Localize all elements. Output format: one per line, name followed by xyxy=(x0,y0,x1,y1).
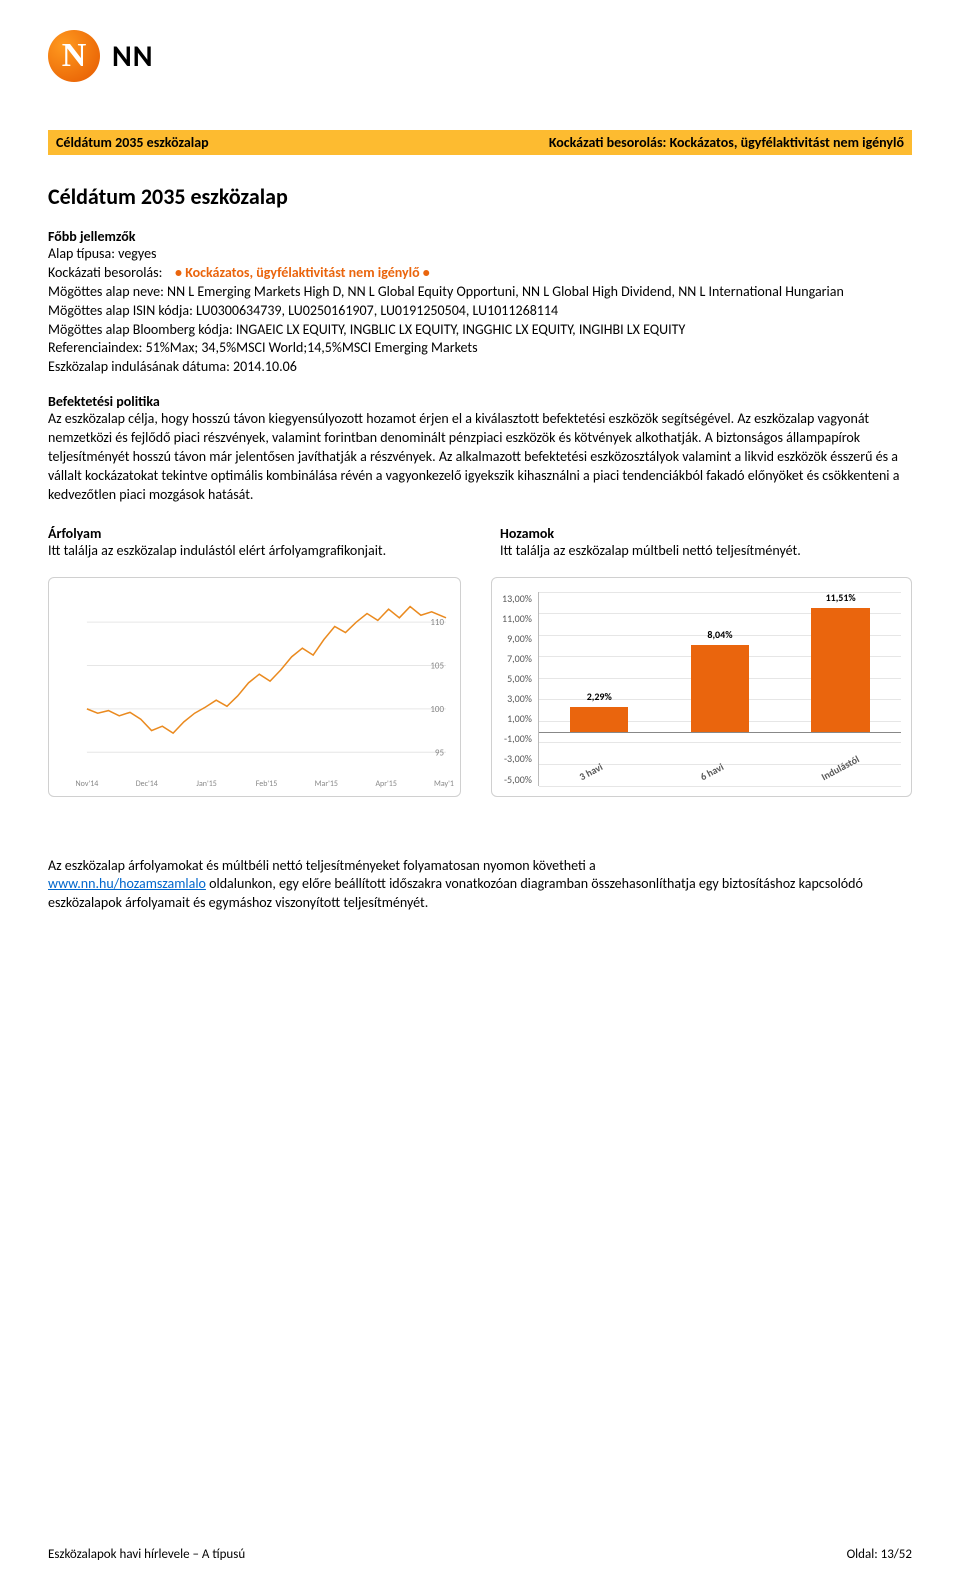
y-tick-label: 11,00% xyxy=(502,612,532,625)
policy-block: Befektetési politika Az eszközalap célja… xyxy=(48,393,912,504)
y-tick-label: 5,00% xyxy=(507,672,532,685)
feature-value-orange: Kockázatos, ügyfélaktivitást nem igénylő xyxy=(185,264,419,281)
bar-chart: 13,00% 11,00% 9,00% 7,00% 5,00% 3,00% 1,00% -1,… xyxy=(491,577,912,797)
y-tick-label: -1,00% xyxy=(504,732,532,745)
bars-row: 2,29% 3 havi 8,04% 6 havi 11,51% Indulástól xyxy=(539,592,901,786)
hozamok-col: Hozamok Itt találja az eszközalap múltbe… xyxy=(500,521,912,561)
y-tick-label: 13,00% xyxy=(502,592,532,605)
bar-category-label: Indulástól xyxy=(819,752,862,783)
bar-wrap: 11,51% Indulástól xyxy=(794,592,888,786)
yellow-bar-left: Céldátum 2035 eszközalap xyxy=(56,134,209,151)
y-tick-label: 7,00% xyxy=(507,652,532,665)
footer-line1: Az eszközalap árfolyamokat és múltbéli n… xyxy=(48,857,596,874)
footer-link[interactable]: www.nn.hu/hozamszamlalo xyxy=(48,875,206,892)
bar-plot-area: 2,29% 3 havi 8,04% 6 havi 11,51% Indulástól xyxy=(538,592,901,786)
arfolyam-heading: Árfolyam xyxy=(48,525,460,542)
y-tick-label: 9,00% xyxy=(507,632,532,645)
bar-wrap: 8,04% 6 havi xyxy=(673,592,767,786)
reference-index: Referenciaindex: 51%Max; 34,5%MSCI World… xyxy=(48,339,912,358)
arfolyam-body: Itt találja az eszközalap indulástól elé… xyxy=(48,542,460,561)
bar-category-label: 6 havi xyxy=(698,760,726,783)
bar xyxy=(691,645,749,732)
y-tick-label: -5,00% xyxy=(504,773,532,786)
bar-value-label: 11,51% xyxy=(826,591,856,604)
bar-y-axis: 13,00% 11,00% 9,00% 7,00% 5,00% 3,00% 1,00% -1,… xyxy=(502,592,538,786)
svg-text:Nov'14: Nov'14 xyxy=(76,778,99,788)
feature-line-2: Kockázati besorolás: • Kockázatos, ügyfé… xyxy=(48,264,430,281)
gridline xyxy=(539,786,901,787)
svg-text:May'15: May'15 xyxy=(434,778,454,788)
logo-row: N NN xyxy=(48,30,912,82)
hozamok-heading: Hozamok xyxy=(500,525,912,542)
bullet-icon: • xyxy=(423,264,430,281)
underlying-name: Mögöttes alap neve: NN L Emerging Market… xyxy=(48,283,912,302)
svg-text:105: 105 xyxy=(430,660,444,671)
policy-body: Az eszközalap célja, hogy hosszú távon k… xyxy=(48,410,912,504)
bar-wrap: 2,29% 3 havi xyxy=(552,592,646,786)
bar-value-label: 8,04% xyxy=(707,628,732,641)
logo-text: NN xyxy=(112,38,154,75)
svg-text:Feb'15: Feb'15 xyxy=(256,778,278,788)
start-date: Eszközalap indulásának dátuma: 2014.10.0… xyxy=(48,358,912,377)
hozamok-body: Itt találja az eszközalap múltbeli nettó… xyxy=(500,542,912,561)
svg-text:Apr'15: Apr'15 xyxy=(375,778,396,788)
line-chart-svg: 110 105 100 95 Nov'14 Dec'14 Jan'15 Feb'15 Mar'1… xyxy=(55,588,454,792)
y-tick-label: 3,00% xyxy=(507,692,532,705)
two-col-headers: Árfolyam Itt találja az eszközalap indul… xyxy=(48,521,912,561)
bullet-icon: • xyxy=(175,264,182,281)
policy-heading: Befektetési politika xyxy=(48,393,912,410)
bar-value-label: 2,29% xyxy=(587,690,612,703)
footer-paragraph: Az eszközalap árfolyamokat és múltbéli n… xyxy=(48,857,912,914)
bar xyxy=(570,707,628,732)
bloomberg-codes: Mögöttes alap Bloomberg kódja: INGAEIC L… xyxy=(48,321,912,340)
svg-text:Dec'14: Dec'14 xyxy=(136,778,158,788)
logo-circle: N xyxy=(48,30,100,82)
y-tick-label: 1,00% xyxy=(507,712,532,725)
svg-text:110: 110 xyxy=(430,617,444,628)
yellow-bar-right: Kockázati besorolás: Kockázatos, ügyféla… xyxy=(549,134,904,151)
features-heading: Főbb jellemzők xyxy=(48,228,912,245)
logo-glyph: N xyxy=(62,37,87,75)
page-title: Céldátum 2035 eszközalap xyxy=(48,183,912,210)
arfolyam-col: Árfolyam Itt találja az eszközalap indul… xyxy=(48,521,460,561)
footer-right: Oldal: 13/52 xyxy=(847,1547,912,1562)
charts-row: 110 105 100 95 Nov'14 Dec'14 Jan'15 Feb'15 Mar'1… xyxy=(48,577,912,797)
isin-codes: Mögöttes alap ISIN kódja: LU0300634739, … xyxy=(48,302,912,321)
feature-label: Kockázati besorolás: xyxy=(48,264,162,281)
feature-value: vegyes xyxy=(118,245,156,262)
bar xyxy=(811,608,869,732)
svg-text:100: 100 xyxy=(430,703,444,714)
footer-left: Eszközalapok havi hírlevele – A típusú xyxy=(48,1547,245,1562)
page-footer: Eszközalapok havi hírlevele – A típusú O… xyxy=(48,1547,912,1562)
feature-label: Alap típusa: xyxy=(48,245,115,262)
bar-category-label: 3 havi xyxy=(577,760,605,783)
y-tick-label: -3,00% xyxy=(504,752,532,765)
features-block: Főbb jellemzők Alap típusa: vegyes Kocká… xyxy=(48,228,912,377)
svg-text:95: 95 xyxy=(435,747,444,758)
svg-text:Mar'15: Mar'15 xyxy=(315,778,338,788)
yellow-bar: Céldátum 2035 eszközalap Kockázati besor… xyxy=(48,130,912,155)
svg-text:Jan'15: Jan'15 xyxy=(196,778,216,788)
line-chart: 110 105 100 95 Nov'14 Dec'14 Jan'15 Feb'15 Mar'1… xyxy=(48,577,461,797)
feature-line-1: Alap típusa: vegyes xyxy=(48,245,912,264)
